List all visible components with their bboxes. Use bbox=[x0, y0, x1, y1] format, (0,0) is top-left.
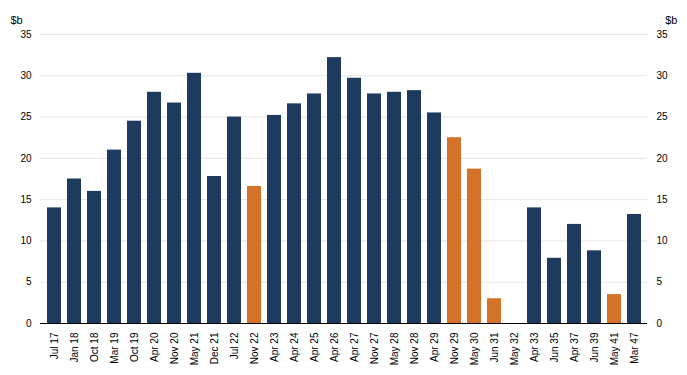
svg-text:35: 35 bbox=[657, 29, 669, 40]
svg-text:25: 25 bbox=[20, 111, 32, 122]
svg-text:$b: $b bbox=[665, 14, 677, 26]
svg-text:5: 5 bbox=[657, 276, 663, 287]
svg-text:Nov 29: Nov 29 bbox=[449, 332, 460, 364]
svg-text:30: 30 bbox=[20, 70, 32, 81]
svg-text:Nov 22: Nov 22 bbox=[249, 332, 260, 364]
svg-text:Apr 33: Apr 33 bbox=[529, 332, 540, 362]
svg-text:May 28: May 28 bbox=[389, 332, 400, 365]
svg-text:Apr 26: Apr 26 bbox=[329, 332, 340, 362]
svg-text:Apr 20: Apr 20 bbox=[149, 332, 160, 362]
svg-text:May 21: May 21 bbox=[189, 332, 200, 365]
svg-text:Nov 20: Nov 20 bbox=[169, 332, 180, 364]
svg-text:Mar 19: Mar 19 bbox=[109, 332, 120, 364]
svg-text:Nov 28: Nov 28 bbox=[409, 332, 420, 364]
svg-text:Oct 19: Oct 19 bbox=[129, 332, 140, 362]
svg-text:15: 15 bbox=[20, 194, 32, 205]
svg-text:May 41: May 41 bbox=[609, 332, 620, 365]
svg-text:10: 10 bbox=[20, 235, 32, 246]
svg-text:Jun 35: Jun 35 bbox=[549, 332, 560, 362]
svg-text:Apr 25: Apr 25 bbox=[309, 332, 320, 362]
svg-text:Mar 47: Mar 47 bbox=[629, 332, 640, 364]
svg-text:20: 20 bbox=[657, 153, 669, 164]
svg-text:Dec 21: Dec 21 bbox=[209, 332, 220, 364]
svg-text:Apr 23: Apr 23 bbox=[269, 332, 280, 362]
svg-text:Nov 27: Nov 27 bbox=[369, 332, 380, 364]
svg-text:May 30: May 30 bbox=[469, 332, 480, 365]
svg-text:Apr 27: Apr 27 bbox=[349, 332, 360, 362]
svg-text:$b: $b bbox=[11, 14, 23, 26]
svg-text:Oct 18: Oct 18 bbox=[89, 332, 100, 362]
svg-text:15: 15 bbox=[657, 194, 669, 205]
svg-text:25: 25 bbox=[657, 111, 669, 122]
svg-text:Apr 29: Apr 29 bbox=[429, 332, 440, 362]
svg-text:0: 0 bbox=[26, 318, 32, 329]
svg-text:35: 35 bbox=[20, 29, 32, 40]
svg-text:Jun 39: Jun 39 bbox=[589, 332, 600, 362]
svg-text:20: 20 bbox=[20, 153, 32, 164]
svg-text:5: 5 bbox=[26, 276, 32, 287]
svg-text:Apr 37: Apr 37 bbox=[569, 332, 580, 362]
svg-text:Jul 22: Jul 22 bbox=[229, 332, 240, 359]
svg-text:Apr 24: Apr 24 bbox=[289, 332, 300, 362]
svg-text:Jul 17: Jul 17 bbox=[49, 332, 60, 359]
svg-text:0: 0 bbox=[657, 318, 663, 329]
svg-text:30: 30 bbox=[657, 70, 669, 81]
svg-text:Jun 31: Jun 31 bbox=[489, 332, 500, 362]
svg-text:May 32: May 32 bbox=[509, 332, 520, 365]
svg-text:Jan 18: Jan 18 bbox=[69, 332, 80, 362]
svg-text:10: 10 bbox=[657, 235, 669, 246]
